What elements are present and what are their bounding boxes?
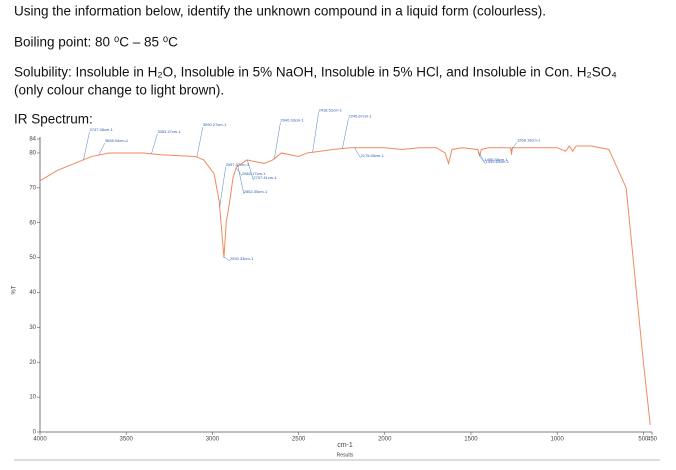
ir-heading: IR Spectrum: bbox=[14, 112, 93, 127]
peak-leader bbox=[354, 147, 361, 158]
y-tick-label: 30 bbox=[29, 325, 36, 331]
peak-label: 2175.65cm-1 bbox=[361, 153, 385, 158]
y-tick-label: 10 bbox=[29, 395, 36, 401]
peak-leader bbox=[312, 112, 319, 153]
peak-leader bbox=[219, 166, 226, 207]
y-tick-label: 84 bbox=[29, 137, 36, 143]
y-tick-label: 20 bbox=[29, 360, 36, 366]
spectrum-line bbox=[39, 145, 651, 426]
x-tick-label: 4000 bbox=[33, 437, 47, 443]
x-tick-label: 450 bbox=[647, 437, 658, 443]
boiling-point: Boiling point: 80 ⁰C – 85 ⁰C bbox=[14, 35, 178, 50]
peak-leader bbox=[510, 142, 518, 151]
peak-label: 2933.33cm-1 bbox=[230, 256, 254, 261]
peak-label: 2862.17cm-1 bbox=[242, 171, 266, 176]
y-axis-label: %T bbox=[12, 285, 18, 294]
peak-label: 2852.35cm-1 bbox=[244, 189, 268, 194]
x-tick-label: 2000 bbox=[378, 437, 392, 443]
peak-leader bbox=[342, 118, 349, 149]
peak-label: 2245.67cm-1 bbox=[348, 114, 372, 119]
solubility: Solubility: Insoluble in H₂O, Insoluble … bbox=[14, 65, 617, 80]
x-axis-label: cm-1 bbox=[337, 442, 353, 449]
peak-leader bbox=[223, 256, 230, 262]
peak-label: 2957.57cm-1 bbox=[226, 162, 250, 167]
peak-leader bbox=[478, 151, 485, 162]
y-tick-label: 80 bbox=[29, 151, 36, 157]
peak-leader bbox=[479, 156, 486, 165]
peak-leader bbox=[98, 142, 105, 156]
peak-label: 3353.47cm-1 bbox=[157, 129, 181, 134]
solubility: (only colour change to light brown). bbox=[14, 83, 224, 98]
peak-leader bbox=[274, 122, 281, 159]
question: Using the information below, identify th… bbox=[14, 4, 546, 19]
footer: Results bbox=[337, 452, 354, 458]
x-tick-label: 1000 bbox=[551, 437, 565, 443]
y-tick-label: 60 bbox=[29, 220, 36, 226]
peak-label: 1268.19cm-1 bbox=[517, 137, 541, 142]
peak-leader bbox=[247, 159, 254, 181]
peak-label: 3090.27cm-1 bbox=[203, 122, 227, 127]
peak-label: 2418.52cm-1 bbox=[319, 107, 343, 112]
x-tick-label: 3500 bbox=[120, 437, 134, 443]
y-tick-label: 50 bbox=[29, 255, 36, 261]
peak-leader bbox=[151, 133, 158, 154]
x-tick-label: 3000 bbox=[206, 437, 220, 443]
y-tick-label: 0 bbox=[33, 430, 37, 436]
x-tick-label: 2500 bbox=[292, 437, 306, 443]
peak-leader bbox=[237, 165, 245, 195]
x-tick-label: 1500 bbox=[464, 437, 478, 443]
peak-label: 1456.58cm-1 bbox=[484, 157, 508, 162]
peak-label: 3658.94cm-1 bbox=[105, 138, 129, 143]
peak-label: 2640.33cm-1 bbox=[280, 118, 304, 123]
peak-leader bbox=[83, 131, 90, 160]
peak-leader bbox=[196, 127, 204, 158]
peak-label: 2797.41cm-1 bbox=[253, 175, 277, 180]
x-tick-label: 500 bbox=[638, 437, 649, 443]
peak-label: 1449.63cm-1 bbox=[486, 159, 510, 164]
y-tick-label: 40 bbox=[29, 290, 36, 296]
y-tick-label: 70 bbox=[29, 185, 36, 191]
peak-label: 3747.38cm-1 bbox=[90, 127, 114, 132]
